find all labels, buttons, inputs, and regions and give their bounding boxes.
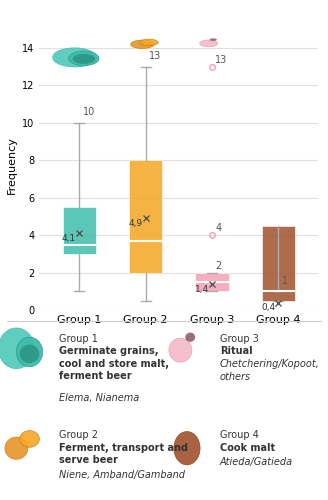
FancyBboxPatch shape	[129, 160, 162, 272]
Ellipse shape	[174, 432, 200, 465]
Text: 13: 13	[149, 51, 161, 61]
Text: 13: 13	[215, 55, 228, 65]
Text: Ritual: Ritual	[220, 346, 252, 356]
Ellipse shape	[73, 54, 95, 64]
Text: 1,4: 1,4	[195, 284, 209, 294]
Text: 1: 1	[282, 276, 288, 285]
Text: Chetchering/Kopoot,
others: Chetchering/Kopoot, others	[220, 360, 319, 382]
Text: 10: 10	[83, 108, 95, 118]
Ellipse shape	[69, 51, 99, 66]
Ellipse shape	[0, 328, 34, 368]
FancyBboxPatch shape	[195, 272, 229, 291]
Text: Niene, Amband/Gamband: Niene, Amband/Gamband	[59, 470, 185, 480]
Ellipse shape	[131, 40, 154, 48]
Text: Group 3: Group 3	[220, 334, 259, 344]
Ellipse shape	[20, 430, 39, 448]
Text: 0,4: 0,4	[261, 304, 275, 312]
Text: Group 4: Group 4	[220, 430, 259, 440]
Text: 4: 4	[215, 224, 221, 234]
Text: 4,1: 4,1	[62, 234, 76, 243]
Ellipse shape	[210, 38, 217, 41]
Text: Group 1: Group 1	[59, 334, 98, 344]
Ellipse shape	[5, 437, 28, 460]
FancyBboxPatch shape	[63, 207, 96, 254]
Ellipse shape	[20, 344, 39, 363]
Ellipse shape	[200, 40, 217, 47]
Ellipse shape	[140, 39, 158, 46]
Text: Germinate grains,
cool and store malt,
ferment beer: Germinate grains, cool and store malt, f…	[59, 346, 169, 381]
Ellipse shape	[52, 48, 96, 67]
Ellipse shape	[169, 338, 192, 362]
Text: Ferment, transport and
serve beer: Ferment, transport and serve beer	[59, 442, 188, 465]
Text: 2: 2	[215, 260, 221, 270]
Ellipse shape	[16, 337, 43, 367]
Ellipse shape	[185, 332, 195, 342]
Text: 4,9: 4,9	[128, 220, 142, 228]
Y-axis label: Frequency: Frequency	[7, 136, 17, 194]
FancyBboxPatch shape	[262, 226, 295, 300]
Text: Elema, Nianema: Elema, Nianema	[59, 392, 139, 402]
Text: Cook malt: Cook malt	[220, 442, 275, 452]
Text: Atieda/Gatieda: Atieda/Gatieda	[220, 458, 293, 468]
Text: Group 2: Group 2	[59, 430, 98, 440]
